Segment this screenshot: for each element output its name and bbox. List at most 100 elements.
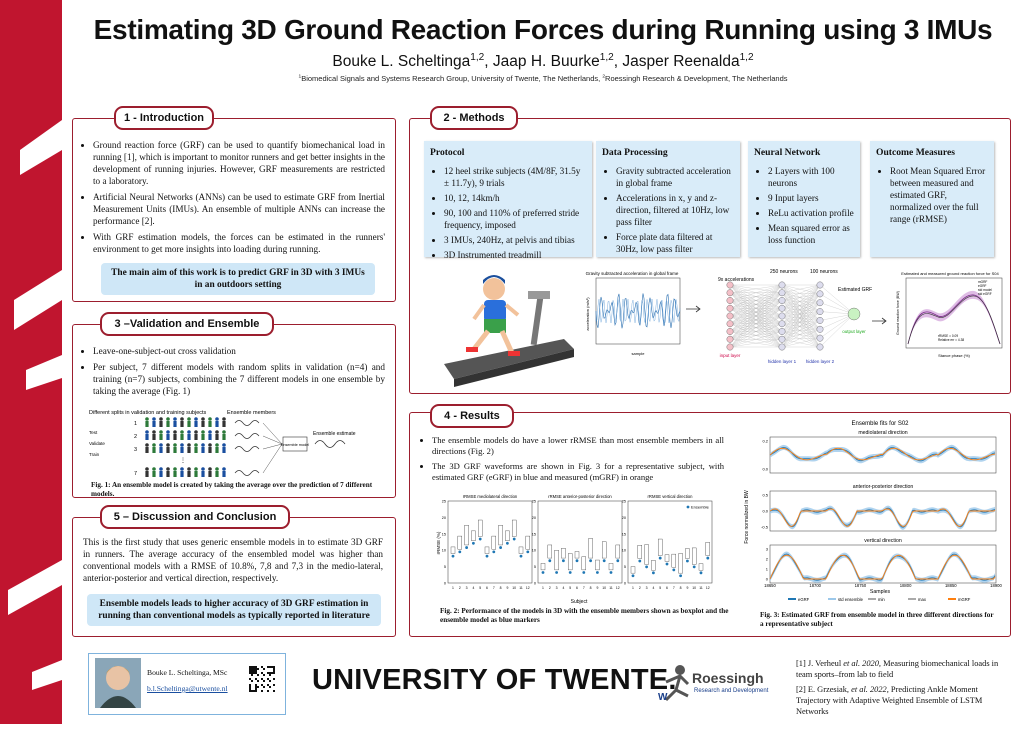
- person-icon: [173, 443, 177, 447]
- fig2-xtick: 3: [466, 586, 468, 590]
- fig3-xtick: 18650: [764, 583, 776, 588]
- fig3-ytick: 0: [766, 577, 769, 582]
- person-icon: [208, 434, 212, 440]
- card-item: Gravity subtracted acceleration in globa…: [616, 165, 734, 189]
- person-icon: [215, 417, 219, 421]
- results-bullet: The ensemble models do have a lower rRMS…: [432, 435, 724, 457]
- fig2-box: [705, 542, 710, 556]
- ellipsis: ⋮: [180, 458, 186, 464]
- fig2-ytick: 15: [532, 532, 536, 536]
- fig2-box: [630, 566, 636, 574]
- nn-node: [847, 307, 861, 321]
- qr-module: [261, 690, 263, 692]
- qr-module: [271, 672, 273, 674]
- fig2-box: [595, 559, 600, 571]
- author-photo: [95, 658, 141, 708]
- person-icon: [201, 430, 205, 434]
- qr-module: [267, 684, 269, 686]
- nn-node: [778, 343, 786, 351]
- nn-edge: [781, 329, 821, 340]
- fig2-ensemble-marker: [568, 571, 572, 574]
- fig2-ensemble-marker: [665, 562, 669, 566]
- qr-code-icon[interactable]: [249, 666, 275, 692]
- references: [1] J. Verheul et al. 2020, Measuring bi…: [796, 658, 1006, 717]
- nn-node: [778, 289, 786, 297]
- fig2-xtick: 9: [506, 586, 508, 590]
- fig2-ytick: 0: [624, 582, 626, 586]
- person-icon: [159, 421, 163, 427]
- nn-edge: [781, 284, 821, 340]
- roessingh-logo-icon: W: [658, 665, 690, 703]
- qr-module: [255, 670, 257, 672]
- person-icon: [222, 430, 226, 434]
- fig2-xtick: 6: [576, 586, 578, 590]
- person-icon: [173, 467, 177, 471]
- nn-edge: [781, 302, 821, 348]
- nn-edge: [819, 284, 855, 315]
- acc-plot-title: Gravity subtracted acceleration in globa…: [586, 271, 679, 276]
- person-icon: [201, 421, 205, 427]
- intro-bullet: Ground reaction force (GRF) can be used …: [93, 139, 385, 187]
- qr-module: [249, 686, 251, 688]
- estimate-wave: [314, 440, 346, 448]
- person-icon: [152, 447, 156, 453]
- nn-edge: [781, 329, 821, 332]
- fig2-xtick: 8: [680, 586, 682, 590]
- section-heading-intro: 1 - Introduction: [114, 106, 214, 130]
- fig2-caption: Fig. 2: Performance of the models in 3D …: [440, 607, 729, 624]
- person-icon: [187, 430, 191, 434]
- qr-module: [249, 668, 251, 670]
- validation-bullets: Leave-one-subject-out cross validation P…: [79, 345, 385, 401]
- fig2-box: [505, 530, 510, 541]
- nn-edge: [781, 308, 821, 348]
- nn-edge: [729, 284, 783, 309]
- fig1-row-label: 3: [134, 447, 137, 453]
- contact-email-link[interactable]: b.l.Scheltinga@utwente.nl: [147, 684, 228, 693]
- fig2-box: [498, 525, 503, 546]
- nn-edge: [729, 339, 783, 348]
- nn-edge: [729, 284, 783, 332]
- qr-module: [267, 672, 269, 674]
- qr-module: [253, 666, 255, 668]
- fig2-panel-title: rRMSE vertical direction: [648, 494, 694, 499]
- fig2-legend-marker: [686, 505, 690, 509]
- nn-edge: [781, 284, 821, 317]
- person-icon: [159, 417, 163, 421]
- fig3-subtitle: anterior-posterior direction: [853, 484, 914, 490]
- fig3-caption: Fig. 3: Estimated GRF from ensemble mode…: [760, 611, 994, 628]
- fig2-box: [518, 546, 524, 554]
- nn-node: [726, 320, 734, 328]
- fig2-ytick: 0: [444, 582, 446, 586]
- person-icon: [159, 443, 163, 447]
- nn-edge: [781, 315, 821, 330]
- methods-figure: Gravity subtracted acceleration in globa…: [444, 269, 1003, 387]
- person-icon: [180, 430, 184, 434]
- nn-edge: [781, 302, 821, 340]
- nn-edge: [781, 292, 821, 312]
- person-icon: [222, 417, 226, 421]
- fig2-box: [615, 544, 621, 559]
- fig2-ensemble-marker: [499, 546, 502, 549]
- qr-module: [249, 690, 251, 692]
- grf-plot-ylabel: Ground reaction force (BW): [896, 291, 900, 335]
- nn-edge: [781, 308, 821, 339]
- nn-edge: [781, 284, 821, 348]
- fig2-xtick: 12: [706, 586, 710, 590]
- fig2-ensemble-marker: [506, 541, 509, 545]
- nn-node: [726, 297, 734, 304]
- fig2-box: [608, 563, 614, 571]
- nn-edge: [819, 293, 855, 315]
- member-arrow: [262, 443, 283, 450]
- grf-legend-item: mGRF: [978, 280, 987, 284]
- conclusion-highlight: Ensemble models leads to higher accuracy…: [87, 594, 381, 626]
- person-icon: [187, 447, 191, 453]
- qr-module: [249, 688, 251, 690]
- person-icon: [166, 421, 170, 427]
- author-name: Jaap H. Buurke: [492, 53, 600, 71]
- fig2-ytick: 15: [442, 532, 446, 536]
- person-icon: [166, 417, 170, 421]
- fig2-ensemble-marker: [519, 554, 523, 558]
- results-section: The ensemble models do have a lower rRMS…: [409, 412, 1011, 637]
- reference-item: [2] E. Grzesiak, et al. 2022, Predicting…: [796, 685, 983, 716]
- person-icon: [145, 471, 149, 477]
